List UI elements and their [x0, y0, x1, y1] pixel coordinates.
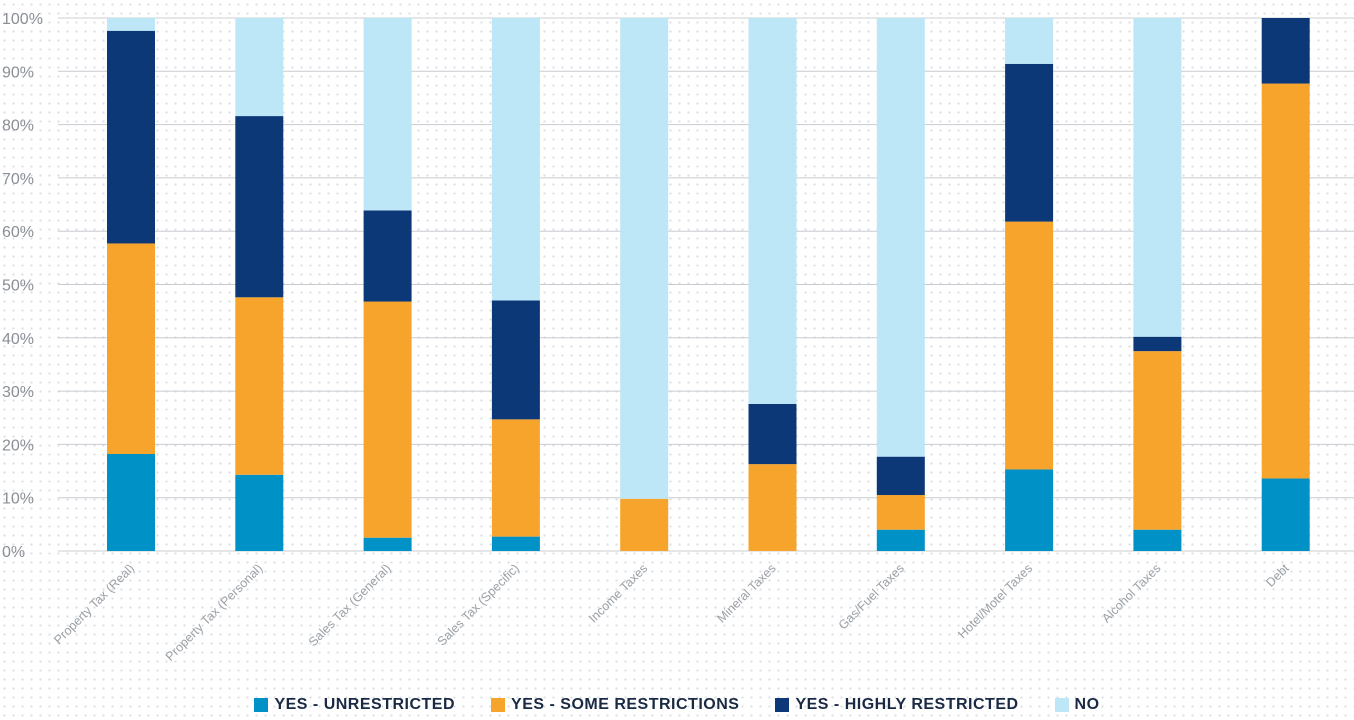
bar-segment — [1261, 18, 1310, 84]
x-category-label: Income Taxes — [586, 561, 650, 625]
bar-segment — [107, 453, 155, 551]
x-category-label: Debt — [1263, 561, 1292, 590]
stacked-bar-chart: 0% 10% 20% 30% 40% 50% 60% 70% 80% 90% 100% Proper… — [2, 11, 1354, 664]
y-tick-label: 70% — [2, 171, 34, 188]
legend: YES - UNRESTRICTED YES - SOME RESTRICTION… — [0, 696, 1354, 714]
bar-segment — [876, 18, 925, 457]
bar-segment — [1261, 478, 1310, 551]
y-tick-label: 50% — [2, 278, 34, 295]
y-tick-label: 100% — [2, 11, 43, 28]
x-category-label: Sales Tax (General) — [306, 561, 394, 649]
legend-label: YES - SOME RESTRICTIONS — [511, 696, 740, 713]
legend-swatch — [254, 698, 269, 712]
bar-segment — [107, 243, 155, 454]
legend-swatch — [1054, 698, 1069, 712]
bar-segment — [491, 300, 540, 420]
bar-segment — [363, 210, 412, 302]
bar-segment — [235, 474, 284, 551]
x-category-label: Alcohol Taxes — [1099, 561, 1163, 625]
bar-segment — [363, 18, 412, 211]
bars — [107, 18, 1310, 551]
legend-label: YES - HIGHLY RESTRICTED — [795, 696, 1019, 713]
bar-segment — [748, 18, 797, 404]
bar-segment — [1133, 351, 1182, 530]
y-axis-tick-labels: 0% 10% 20% 30% 40% 50% 60% 70% 80% 90% 100% — [2, 11, 43, 561]
bar-segment — [748, 464, 797, 551]
bar-segment — [235, 297, 284, 475]
x-category-label: Property Tax (Real) — [51, 561, 137, 647]
bar-segment — [1133, 529, 1182, 551]
x-category-label: Hotel/Motel Taxes — [955, 561, 1035, 641]
bar-segment — [491, 536, 540, 551]
bar-segment — [876, 456, 925, 496]
y-tick-label: 90% — [2, 64, 34, 81]
bar-segment — [235, 18, 284, 117]
bar-segment — [1261, 83, 1310, 479]
bar-segment — [1005, 469, 1054, 551]
bar-segment — [107, 30, 155, 244]
legend-swatch — [491, 698, 506, 712]
bar-segment — [876, 495, 925, 530]
y-tick-label: 80% — [2, 118, 34, 135]
bar-segment — [1133, 336, 1182, 352]
bar-segment — [1133, 18, 1182, 337]
legend-item: YES - UNRESTRICTED — [254, 696, 455, 714]
x-category-label: Property Tax (Personal) — [163, 561, 266, 664]
bar-segment — [491, 18, 540, 301]
bar-segment — [363, 301, 412, 538]
bar-segment — [620, 18, 669, 499]
bar-segment — [1005, 221, 1054, 470]
y-tick-label: 30% — [2, 384, 34, 401]
x-category-label: Mineral Taxes — [714, 561, 778, 625]
y-tick-label: 20% — [2, 437, 34, 454]
legend-item: YES - HIGHLY RESTRICTED — [775, 696, 1018, 714]
bar-segment — [363, 537, 412, 551]
legend-label: YES - UNRESTRICTED — [274, 696, 456, 713]
bar-segment — [235, 116, 284, 298]
bar-segment — [1005, 18, 1054, 64]
bar-segment — [876, 529, 925, 551]
legend-label: NO — [1074, 696, 1100, 713]
bar-segment — [107, 18, 155, 31]
y-tick-label: 40% — [2, 331, 34, 348]
x-category-label: Sales Tax (Specific) — [435, 561, 522, 648]
y-tick-label: 10% — [2, 491, 34, 508]
y-tick-label: 60% — [2, 224, 34, 241]
legend-item: NO — [1054, 696, 1100, 714]
legend-swatch — [775, 698, 790, 712]
x-axis-category-labels: Property Tax (Real) Property Tax (Persona… — [51, 561, 1292, 664]
bar-segment — [620, 498, 669, 551]
x-category-label: Gas/Fuel Taxes — [836, 561, 907, 632]
bar-segment — [748, 403, 797, 465]
bar-segment — [491, 419, 540, 537]
legend-item: YES - SOME RESTRICTIONS — [491, 696, 739, 714]
bar-segment — [1005, 63, 1054, 222]
y-tick-label: 0% — [2, 544, 25, 561]
